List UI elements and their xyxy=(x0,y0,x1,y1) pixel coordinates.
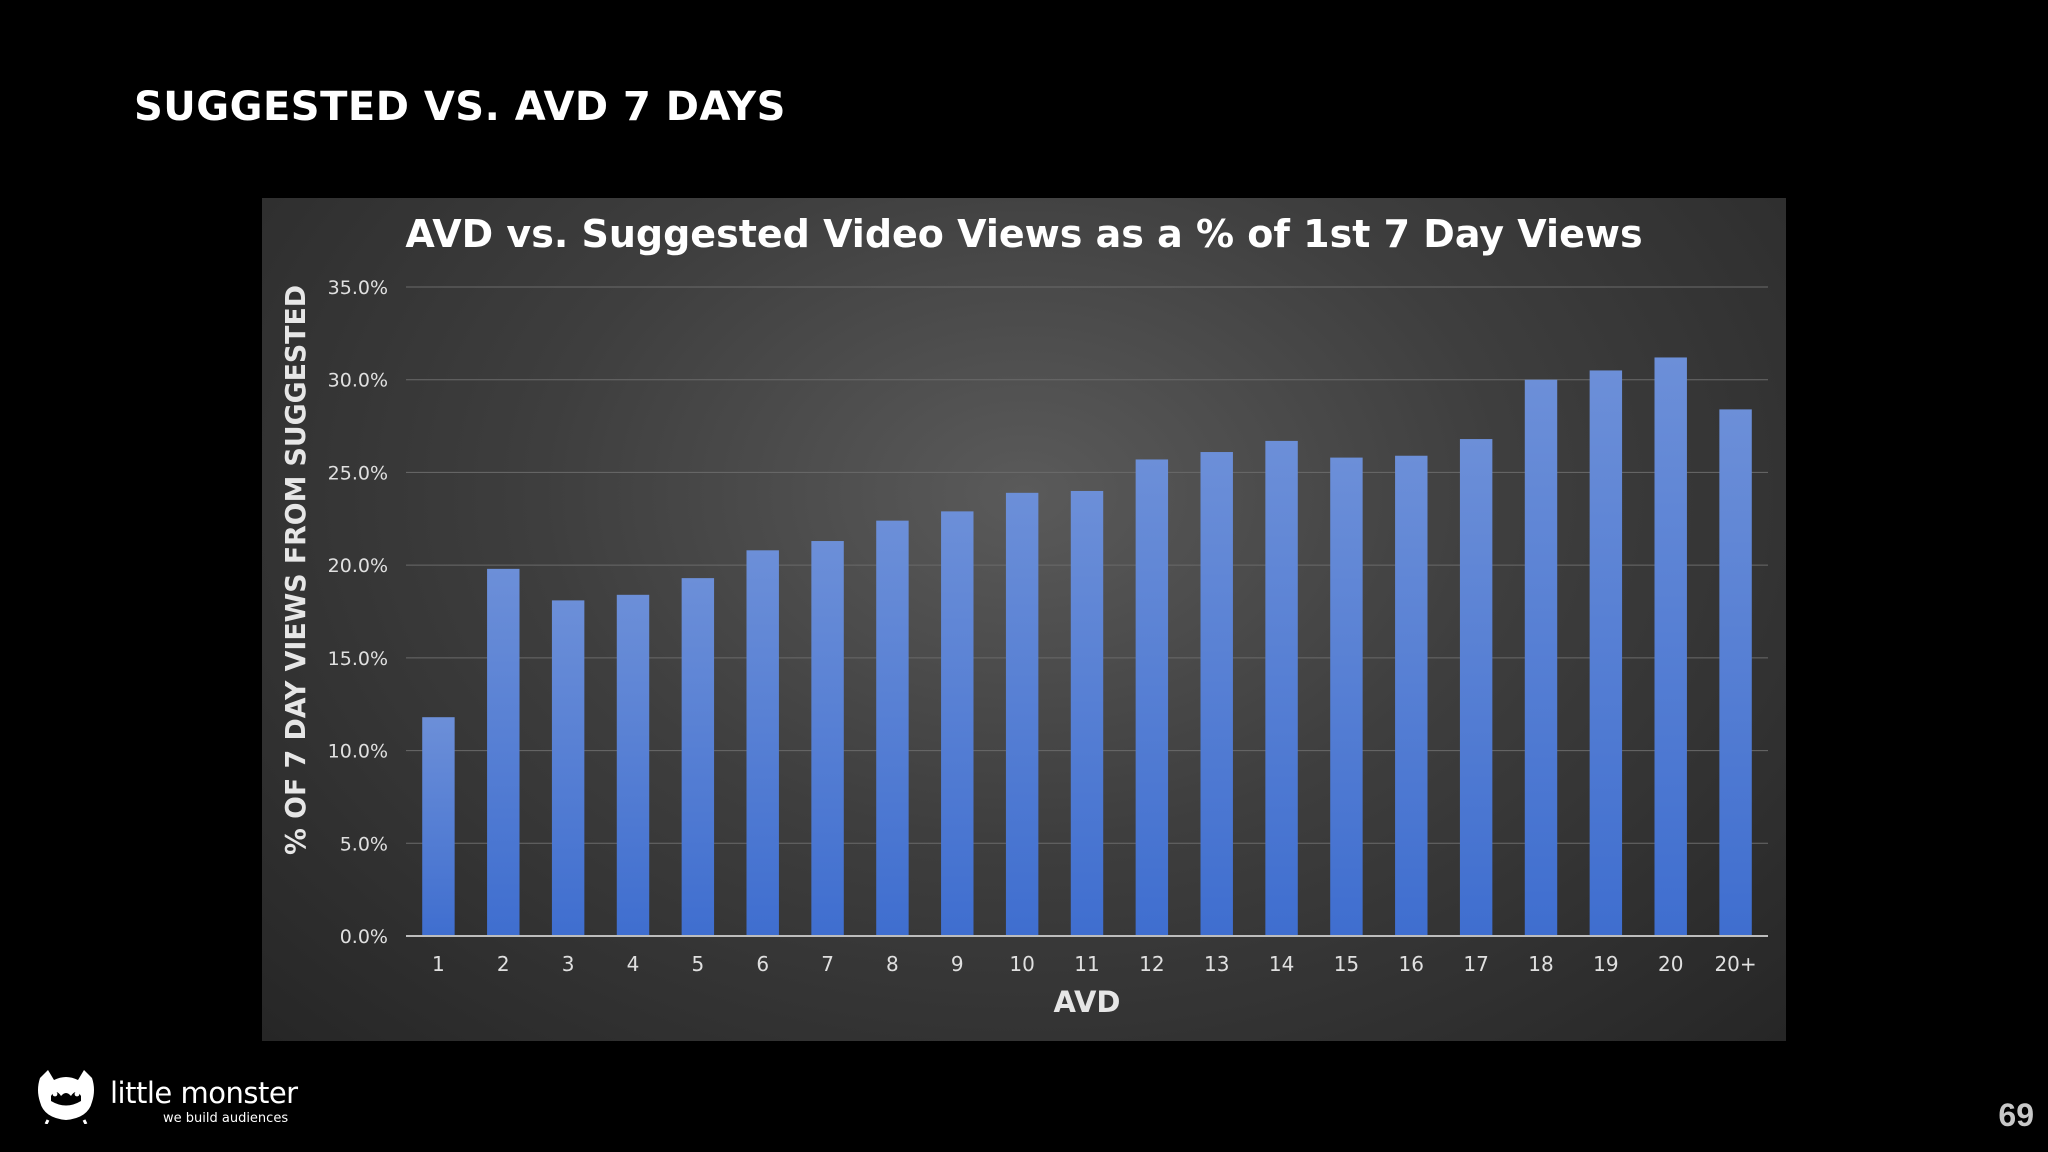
x-tick-label: 5 xyxy=(691,952,704,976)
bar-chart: AVD vs. Suggested Video Views as a % of … xyxy=(279,212,1768,1019)
bar xyxy=(422,717,455,936)
y-tick-label: 10.0% xyxy=(328,741,388,763)
x-axis-ticks: 1 2 3 4 5 6 7 8 9 10 11 12 13 14 15 16 17 18 19 20 20+ xyxy=(432,952,1757,976)
y-axis-label: % OF 7 DAY VIEWS FROM SUGGESTED xyxy=(279,285,312,855)
x-axis-label: AVD xyxy=(1054,985,1121,1019)
x-tick-label: 6 xyxy=(756,952,769,976)
y-tick-label: 30.0% xyxy=(328,370,388,392)
x-tick-label: 10 xyxy=(1009,952,1034,976)
x-tick-label: 14 xyxy=(1269,952,1294,976)
x-tick-label: 9 xyxy=(951,952,964,976)
bar xyxy=(616,594,650,936)
x-tick-label: 15 xyxy=(1334,952,1359,976)
bar xyxy=(1330,457,1363,936)
y-tick-label: 0.0% xyxy=(340,926,388,948)
x-tick-label: 11 xyxy=(1074,952,1099,976)
x-tick-label: 17 xyxy=(1463,952,1488,976)
bar xyxy=(1459,439,1493,936)
y-axis-ticks: 0.0% 5.0% 10.0% 15.0% 20.0% 25.0% 30.0% 35.0% xyxy=(328,277,388,948)
bar xyxy=(1005,492,1039,936)
monster-head-icon xyxy=(38,1070,94,1124)
x-tick-label: 3 xyxy=(562,952,575,976)
x-tick-label: 18 xyxy=(1528,952,1553,976)
x-tick-label: 16 xyxy=(1399,952,1424,976)
x-tick-label: 8 xyxy=(886,952,899,976)
y-tick-label: 15.0% xyxy=(328,648,388,670)
x-tick-label: 20 xyxy=(1658,952,1683,976)
slide-title: SUGGESTED VS. AVD 7 DAYS xyxy=(134,84,786,130)
bar xyxy=(811,541,844,936)
y-tick-label: 20.0% xyxy=(328,555,388,577)
bar xyxy=(941,511,974,936)
bar xyxy=(1265,440,1298,936)
y-tick-label: 25.0% xyxy=(328,462,388,484)
x-tick-label: 12 xyxy=(1139,952,1164,976)
bar xyxy=(1395,455,1428,936)
bar xyxy=(1654,357,1687,936)
brand-tagline: we build audiences xyxy=(163,1111,289,1126)
x-tick-label: 1 xyxy=(432,952,445,976)
bar xyxy=(1524,379,1558,936)
y-tick-label: 5.0% xyxy=(340,833,388,855)
x-tick-label: 4 xyxy=(627,952,640,976)
bar xyxy=(681,578,715,936)
bar xyxy=(1200,452,1233,936)
chart-panel: AVD vs. Suggested Video Views as a % of … xyxy=(262,198,1786,1041)
bar xyxy=(1070,490,1104,936)
bar xyxy=(1135,459,1169,936)
x-tick-label: 13 xyxy=(1204,952,1229,976)
x-tick-label: 2 xyxy=(497,952,510,976)
bar xyxy=(746,550,779,936)
bars xyxy=(422,357,1752,936)
bar xyxy=(876,520,909,936)
brand-logo: little monster we build audiences xyxy=(34,1068,304,1128)
y-tick-label: 35.0% xyxy=(328,277,388,299)
x-tick-label: 20+ xyxy=(1714,952,1756,976)
brand-name: little monster xyxy=(110,1076,298,1110)
bar xyxy=(1719,409,1752,936)
bar xyxy=(487,568,520,936)
bar xyxy=(1589,370,1623,936)
bar xyxy=(551,600,585,936)
page-number: 69 xyxy=(1998,1097,2034,1133)
x-tick-label: 19 xyxy=(1593,952,1618,976)
x-tick-label: 7 xyxy=(821,952,834,976)
chart-title: AVD vs. Suggested Video Views as a % of … xyxy=(405,212,1642,256)
